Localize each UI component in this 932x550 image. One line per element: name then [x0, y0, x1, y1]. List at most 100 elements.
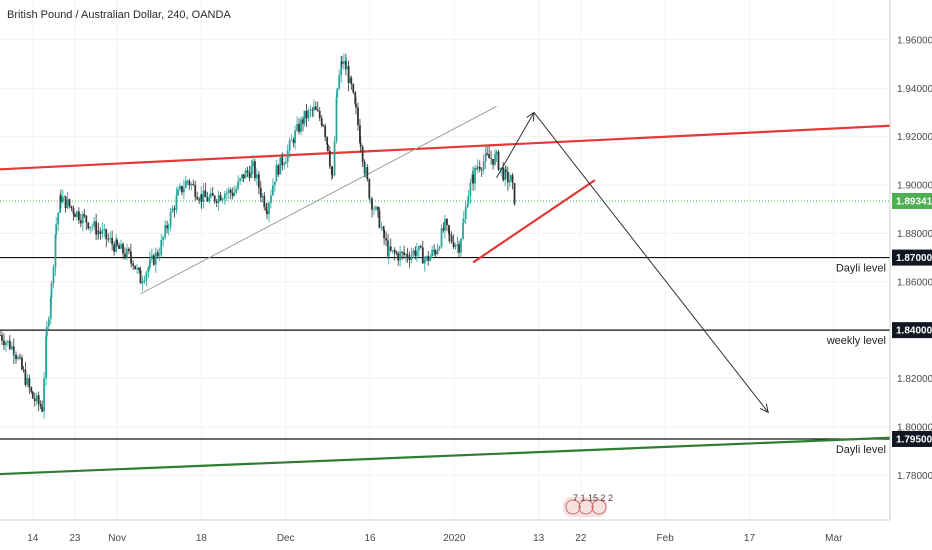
- arrow-head: [759, 403, 769, 414]
- candle-body: [45, 335, 47, 379]
- candle-body: [33, 398, 36, 402]
- candle-body: [268, 202, 270, 214]
- candle-body: [406, 254, 409, 259]
- candle-body: [476, 167, 478, 169]
- candle-body: [326, 137, 329, 145]
- candle-body: [225, 192, 228, 194]
- candle-body: [450, 235, 453, 242]
- candle-body: [279, 157, 282, 175]
- candle-body: [434, 251, 437, 255]
- price-tick-label: 1.94000: [897, 84, 932, 95]
- candle-body: [10, 346, 13, 349]
- candle-body: [410, 254, 413, 260]
- trendline[interactable]: [472, 179, 596, 264]
- level-price-tag: [892, 430, 932, 447]
- candle-body: [81, 214, 84, 224]
- candle-body: [217, 194, 220, 203]
- candle-body: [68, 199, 71, 207]
- price-tick-label: 1.88000: [897, 229, 932, 240]
- candle-body: [95, 221, 98, 235]
- candle-body: [343, 61, 345, 64]
- time-tick-label: 16: [364, 533, 376, 544]
- candle-body: [21, 357, 23, 370]
- candle-body: [139, 270, 142, 284]
- candle-body: [192, 183, 195, 185]
- price-tick-label: 1.80000: [897, 422, 932, 433]
- candle-body: [322, 125, 325, 127]
- candle-body: [171, 208, 174, 213]
- candle-body: [311, 109, 314, 111]
- candle-body: [504, 169, 507, 172]
- time-axis[interactable]: 14 23 Nov 18 Dec 16 2020 13 22 Feb 17 Mar: [27, 533, 843, 544]
- candle-body: [345, 65, 348, 70]
- time-tick-label: 18: [196, 533, 208, 544]
- candle-body: [13, 354, 15, 356]
- price-tick-label: 1.78000: [897, 471, 932, 482]
- candle-body: [405, 254, 407, 256]
- candle-body: [338, 75, 341, 89]
- candle-body: [3, 340, 5, 346]
- candle-body: [87, 222, 90, 229]
- candles: [0, 53, 516, 419]
- candle-body: [175, 195, 178, 210]
- trendline[interactable]: [0, 436, 891, 476]
- candle-body: [99, 231, 102, 234]
- candle-body: [254, 161, 256, 179]
- time-tick-label: Mar: [825, 533, 843, 544]
- candle-body: [164, 225, 167, 237]
- trendline[interactable]: [0, 124, 891, 171]
- candle-body: [101, 230, 104, 234]
- candle-body: [237, 181, 240, 189]
- candle-body: [296, 123, 298, 131]
- candle-body: [511, 175, 514, 183]
- time-tick-label: 23: [69, 533, 81, 544]
- candle-body: [72, 208, 75, 214]
- candle-body: [129, 251, 132, 259]
- candle-body: [6, 340, 9, 343]
- candle-body: [17, 357, 19, 360]
- time-tick-label: 2020: [443, 533, 466, 544]
- arrow-line[interactable]: [496, 112, 535, 179]
- candle-body: [474, 167, 476, 184]
- candle-body: [167, 226, 170, 229]
- price-tick-label: 1.90000: [897, 181, 932, 192]
- candle-body: [300, 119, 302, 132]
- candle-body: [233, 192, 236, 196]
- candle-body: [359, 125, 361, 143]
- arrow-line[interactable]: [533, 112, 769, 413]
- price-tick-label: 1.96000: [897, 35, 932, 46]
- candle-body: [391, 250, 394, 251]
- candle-body: [202, 190, 205, 202]
- candle-body: [359, 142, 362, 147]
- candle-body: [440, 228, 443, 248]
- candle-body: [488, 153, 491, 159]
- candle-body: [0, 334, 1, 336]
- candle-body: [472, 174, 475, 184]
- level-annotation: Dayli level: [836, 444, 886, 456]
- candle-body: [85, 215, 88, 223]
- candle-body: [303, 110, 306, 124]
- candle-body: [208, 197, 211, 202]
- candle-body: [448, 233, 451, 236]
- candle-body: [484, 153, 487, 162]
- candle-body: [350, 78, 353, 85]
- candle-body: [227, 189, 230, 193]
- candle-body: [122, 243, 124, 254]
- candle-body: [425, 256, 428, 259]
- candle-body: [59, 195, 62, 213]
- trendline[interactable]: [140, 105, 497, 295]
- candle-body: [143, 280, 146, 282]
- chart-title: British Pound / Australian Dollar, 240, …: [7, 9, 231, 21]
- candle-body: [22, 369, 25, 370]
- candle-body: [24, 369, 27, 385]
- candle-body: [408, 258, 411, 260]
- candle-body: [37, 395, 40, 405]
- candle-body: [158, 255, 161, 257]
- time-tick-label: 17: [744, 533, 756, 544]
- candle-body: [326, 144, 329, 152]
- time-tick-label: Nov: [108, 533, 126, 544]
- candle-body: [307, 110, 310, 119]
- candle-body: [111, 238, 114, 245]
- candle-body: [442, 228, 445, 231]
- candle-body: [277, 165, 280, 175]
